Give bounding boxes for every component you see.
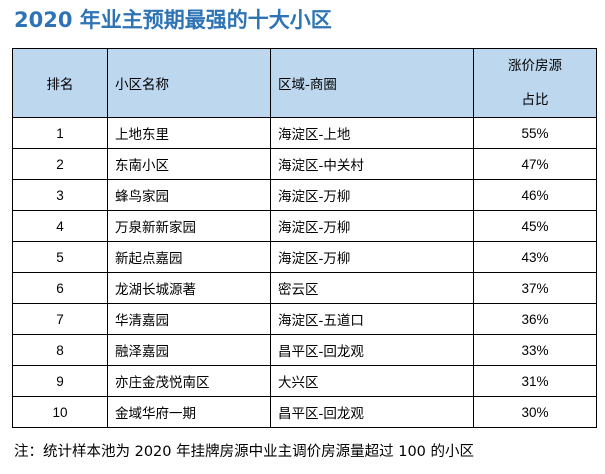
cell-ratio: 36% [473, 303, 597, 335]
cell-name: 东南小区 [107, 148, 271, 180]
table-row: 2 东南小区 海淀区-中关村 47% [12, 148, 597, 180]
cell-ratio: 45% [473, 210, 597, 242]
header-name: 小区名称 [107, 48, 271, 118]
cell-name: 亦庄金茂悦南区 [107, 365, 271, 397]
cell-name: 龙湖长城源著 [107, 272, 271, 304]
table-row: 8 融泽嘉园 昌平区-回龙观 33% [12, 334, 597, 366]
header-rank: 排名 [12, 48, 108, 118]
cell-area: 昌平区-回龙观 [270, 334, 474, 366]
cell-ratio: 33% [473, 334, 597, 366]
ranking-table: 排名 小区名称 区域-商圈 涨价房源 占比 1 上地东里 海淀区-上地 55% … [12, 48, 597, 428]
cell-name: 新起点嘉园 [107, 241, 271, 273]
header-area: 区域-商圈 [270, 48, 474, 118]
cell-area: 昌平区-回龙观 [270, 396, 474, 428]
page-title: 2020 年业主预期最强的十大小区 [14, 8, 332, 32]
table-row: 7 华清嘉园 海淀区-五道口 36% [12, 303, 597, 335]
table-row: 3 蜂鸟家园 海淀区-万柳 46% [12, 179, 597, 211]
table-header-row: 排名 小区名称 区域-商圈 涨价房源 占比 [12, 48, 597, 118]
table-row: 6 龙湖长城源著 密云区 37% [12, 272, 597, 304]
cell-rank: 5 [12, 241, 108, 273]
header-ratio-line1: 涨价房源 [508, 58, 562, 74]
cell-ratio: 43% [473, 241, 597, 273]
cell-ratio: 37% [473, 272, 597, 304]
cell-rank: 10 [12, 396, 108, 428]
cell-area: 海淀区-五道口 [270, 303, 474, 335]
footnote: 注：统计样本池为 2020 年挂牌房源中业主调价房源量超过 100 的小区 [14, 444, 475, 460]
cell-ratio: 47% [473, 148, 597, 180]
cell-name: 蜂鸟家园 [107, 179, 271, 211]
cell-rank: 7 [12, 303, 108, 335]
cell-rank: 4 [12, 210, 108, 242]
table-row: 5 新起点嘉园 海淀区-万柳 43% [12, 241, 597, 273]
cell-rank: 6 [12, 272, 108, 304]
cell-name: 金域华府一期 [107, 396, 271, 428]
cell-ratio: 30% [473, 396, 597, 428]
table-row: 1 上地东里 海淀区-上地 55% [12, 117, 597, 149]
cell-area: 大兴区 [270, 365, 474, 397]
cell-name: 融泽嘉园 [107, 334, 271, 366]
cell-rank: 1 [12, 117, 108, 149]
cell-ratio: 55% [473, 117, 597, 149]
header-ratio-line2: 占比 [521, 92, 549, 108]
header-ratio: 涨价房源 占比 [473, 48, 597, 118]
cell-area: 海淀区-万柳 [270, 179, 474, 211]
cell-name: 万泉新新家园 [107, 210, 271, 242]
cell-rank: 3 [12, 179, 108, 211]
cell-ratio: 31% [473, 365, 597, 397]
cell-area: 海淀区-上地 [270, 117, 474, 149]
cell-ratio: 46% [473, 179, 597, 211]
cell-name: 华清嘉园 [107, 303, 271, 335]
cell-rank: 9 [12, 365, 108, 397]
cell-rank: 2 [12, 148, 108, 180]
cell-area: 密云区 [270, 272, 474, 304]
cell-area: 海淀区-中关村 [270, 148, 474, 180]
cell-area: 海淀区-万柳 [270, 241, 474, 273]
cell-name: 上地东里 [107, 117, 271, 149]
cell-area: 海淀区-万柳 [270, 210, 474, 242]
cell-rank: 8 [12, 334, 108, 366]
table-row: 9 亦庄金茂悦南区 大兴区 31% [12, 365, 597, 397]
table-row: 4 万泉新新家园 海淀区-万柳 45% [12, 210, 597, 242]
table-row: 10 金域华府一期 昌平区-回龙观 30% [12, 396, 597, 428]
